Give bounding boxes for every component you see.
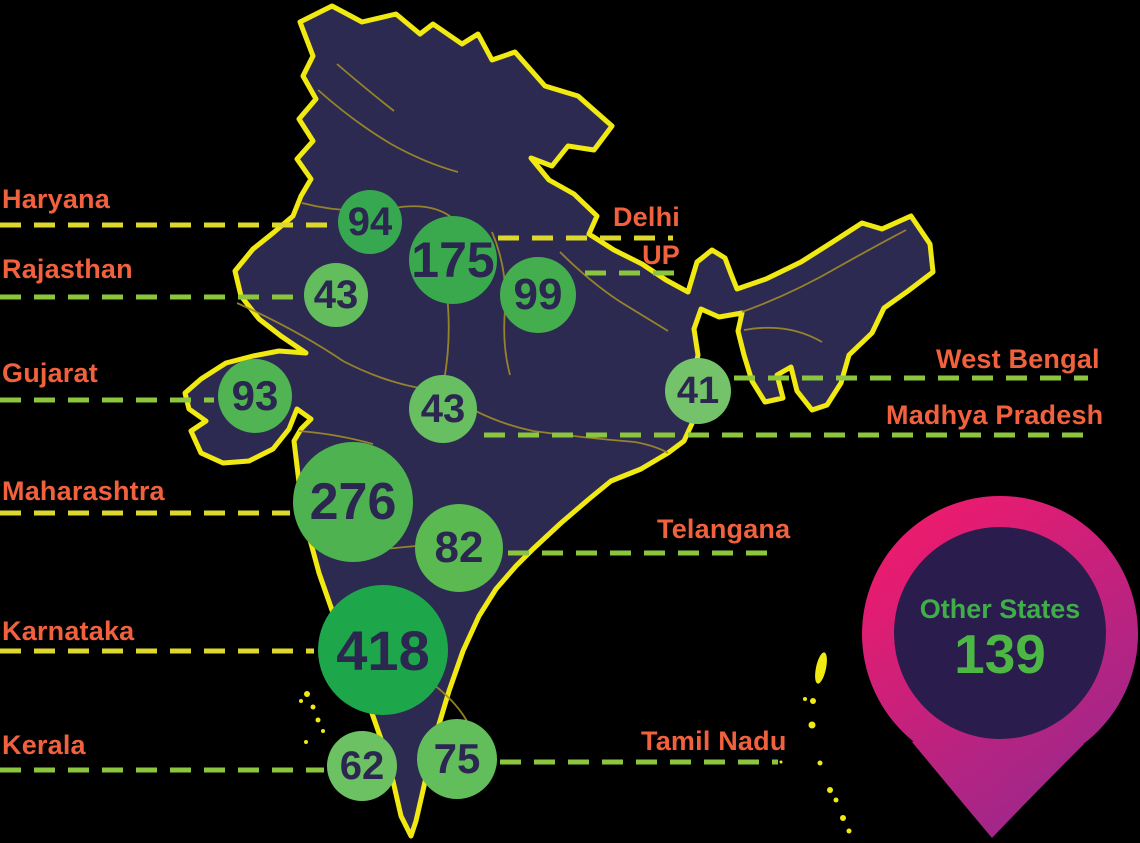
label-up: UP — [642, 240, 680, 270]
bubble-rajasthan: 43 — [304, 263, 368, 327]
pin-inner-circle — [894, 527, 1106, 739]
bubble-tamil-nadu: 75 — [417, 719, 497, 799]
bubble-madhya-pradesh: 43 — [409, 375, 477, 443]
label-tamil-nadu: Tamil Nadu — [641, 726, 787, 756]
island-dots — [299, 652, 852, 834]
label-kerala: Kerala — [2, 730, 86, 760]
bubble-telangana: 82 — [415, 504, 503, 592]
label-west-bengal: West Bengal — [936, 344, 1100, 374]
label-telangana: Telangana — [657, 514, 791, 544]
bubble-karnataka: 418 — [318, 585, 448, 715]
pin-value: 139 — [954, 623, 1046, 685]
label-delhi: Delhi — [612, 202, 680, 232]
bubble-west-bengal: 41 — [665, 358, 731, 424]
label-gujarat: Gujarat — [2, 358, 98, 388]
label-haryana: Haryana — [2, 184, 110, 214]
bubble-up: 99 — [500, 257, 576, 333]
label-madhya-pradesh: Madhya Pradesh — [886, 400, 1104, 430]
other-states-text: Other States 139 — [898, 594, 1102, 682]
bubble-gujarat: 93 — [218, 359, 292, 433]
label-rajasthan: Rajasthan — [2, 254, 133, 284]
label-karnataka: Karnataka — [2, 616, 135, 646]
bubble-delhi: 175 — [409, 216, 497, 304]
bubble-haryana: 94 — [338, 190, 402, 254]
pin-title: Other States — [919, 594, 1081, 624]
label-maharashtra: Maharashtra — [2, 476, 165, 506]
bubble-maharashtra: 276 — [293, 442, 413, 562]
bubble-kerala: 62 — [327, 731, 397, 801]
